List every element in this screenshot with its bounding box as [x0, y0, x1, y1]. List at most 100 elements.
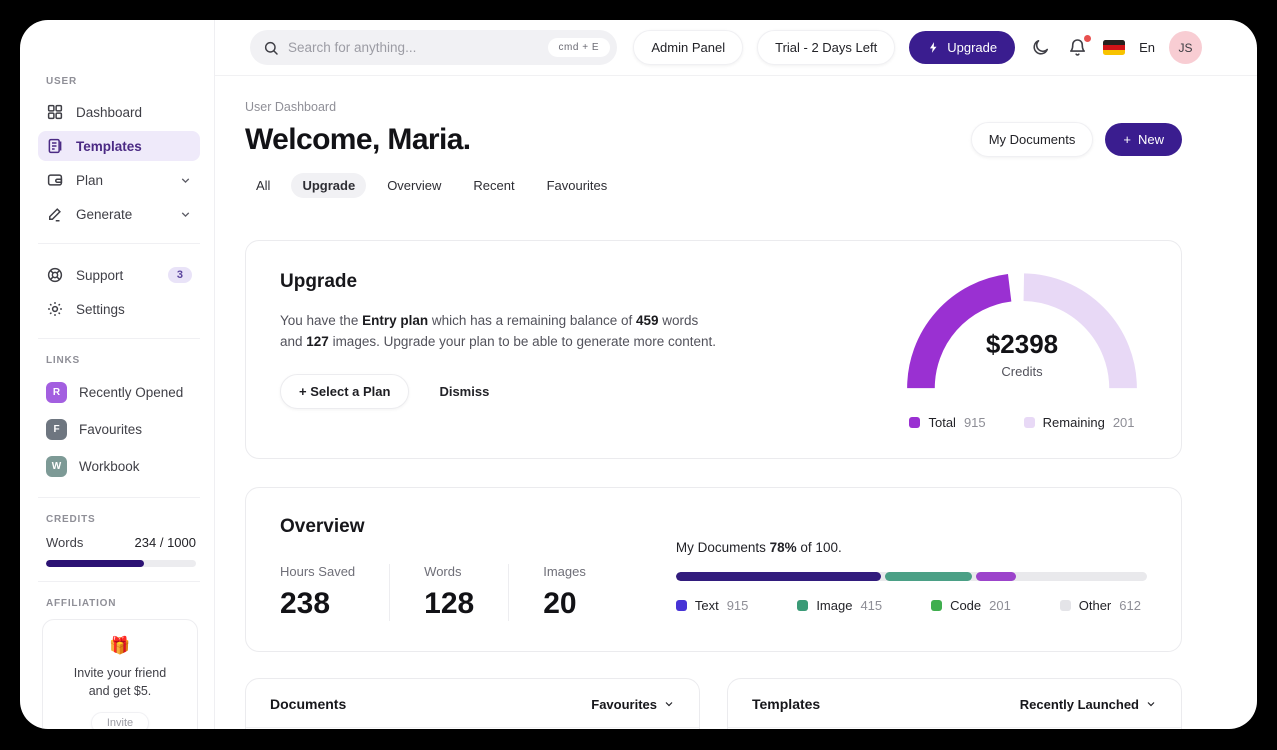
- sidebar-section-credits: CREDITS: [46, 514, 96, 525]
- tab-all[interactable]: All: [256, 178, 271, 193]
- upgrade-card-actions: + Select a Plan Dismiss: [280, 373, 720, 409]
- sidebar: USER Dashboard Templates Plan Generate S…: [20, 20, 215, 729]
- templates-card-title: Templates: [752, 696, 821, 712]
- overview-card: Overview Hours Saved 238 Words 128 Image…: [245, 487, 1182, 652]
- sidebar-section-affiliation: AFFILIATION: [46, 598, 117, 609]
- sidebar-item-label: Plan: [76, 172, 104, 188]
- legend-swatch: [909, 417, 921, 428]
- new-button[interactable]: + New: [1105, 123, 1182, 156]
- sidebar-item-generate[interactable]: Generate: [42, 199, 200, 229]
- templates-document-icon: [48, 138, 62, 154]
- admin-panel-button[interactable]: Admin Panel: [633, 30, 744, 65]
- template-list-item[interactable]: Blog Post Title in Workbook: [728, 728, 1181, 729]
- german-flag-icon[interactable]: [1103, 40, 1126, 55]
- sidebar-item-settings[interactable]: Settings: [42, 294, 200, 324]
- document-list-item[interactable]: Untitled Document in Workbook: [246, 728, 699, 729]
- sidebar-item-plan[interactable]: Plan: [42, 165, 200, 195]
- pencil-icon: [49, 208, 61, 222]
- sidebar-item-label: Favourites: [79, 422, 143, 437]
- credits-gauge-block: $2398 Credits Total 915 Remaining: [897, 271, 1147, 430]
- search-bar[interactable]: cmd + E: [250, 30, 617, 65]
- my-documents-button[interactable]: My Documents: [970, 122, 1094, 157]
- page-header-row: Welcome, Maria. My Documents + New: [245, 122, 1182, 157]
- header-actions: My Documents + New: [970, 122, 1182, 157]
- legend-item-code: Code 201: [931, 598, 1011, 613]
- language-label[interactable]: En: [1139, 40, 1155, 55]
- upgrade-card-body: You have the Entry plan which has a rema…: [280, 313, 717, 350]
- half-donut-chart: [907, 273, 1137, 389]
- gear-icon: [48, 302, 62, 316]
- stat-images: Images 20: [508, 564, 620, 621]
- stat-words: Words 128: [389, 564, 508, 621]
- stat-hours-saved: Hours Saved 238: [280, 564, 356, 620]
- sidebar-item-label: Settings: [76, 301, 125, 317]
- wallet-icon: [47, 174, 63, 186]
- plus-icon: +: [1123, 132, 1131, 147]
- app-window: USER Dashboard Templates Plan Generate S…: [20, 20, 1257, 729]
- words-remaining-value: 459: [635, 313, 659, 328]
- documents-progress-legend: Text 915 Image 415 Code 201: [675, 598, 1147, 613]
- sidebar-link-workbook[interactable]: W Workbook: [42, 450, 200, 483]
- tab-recent[interactable]: Recent: [473, 178, 515, 193]
- overview-stats-block: Overview Hours Saved 238 Words 128 Image…: [280, 516, 620, 621]
- support-count-badge: 3: [167, 267, 192, 283]
- documents-progress-bar: [675, 572, 1147, 581]
- invite-button[interactable]: Invite: [90, 712, 150, 729]
- sidebar-item-label: Dashboard: [76, 104, 143, 120]
- legend-item-text: Text 915: [675, 598, 748, 613]
- gauge-value: $2398: [985, 329, 1059, 359]
- user-avatar[interactable]: JS: [1169, 31, 1202, 64]
- documents-card-header: Documents Favourites: [246, 679, 699, 728]
- credits-progress-fill: [46, 560, 144, 567]
- legend-item-total: Total 915: [909, 415, 986, 430]
- gauge-label: Credits: [1001, 364, 1043, 379]
- plus-icon: +: [299, 383, 307, 399]
- link-initial-badge: W: [46, 456, 67, 477]
- gauge-center: $2398 Credits: [905, 329, 1139, 379]
- templates-filter-dropdown[interactable]: Recently Launched: [1020, 697, 1157, 712]
- documents-progress-block: My Documents 78% of 100. Text 915 Image …: [675, 516, 1147, 621]
- sidebar-item-dashboard[interactable]: Dashboard: [42, 97, 200, 127]
- notifications-button[interactable]: [1066, 35, 1092, 59]
- sidebar-item-templates[interactable]: Templates: [38, 131, 200, 161]
- documents-filter-dropdown[interactable]: Favourites: [591, 697, 675, 712]
- link-initial-badge: F: [46, 419, 67, 440]
- topbar: cmd + E Admin Panel Trial - 2 Days Left …: [215, 20, 1257, 76]
- tab-upgrade[interactable]: Upgrade: [291, 173, 367, 198]
- sidebar-divider: [38, 243, 200, 244]
- search-input[interactable]: [288, 40, 539, 55]
- progress-percent: 78%: [769, 540, 797, 555]
- search-icon: [264, 41, 278, 55]
- breadcrumb: User Dashboard: [245, 100, 337, 114]
- select-plan-button[interactable]: + Select a Plan: [280, 373, 410, 409]
- documents-card: Documents Favourites Untitled Document i…: [245, 678, 700, 729]
- upgrade-card-left: Upgrade You have the Entry plan which ha…: [280, 271, 720, 430]
- chevron-down-icon: [665, 702, 673, 707]
- notification-dot: [1084, 35, 1092, 42]
- gauge-segment-total: [907, 274, 1012, 389]
- documents-card-title: Documents: [270, 696, 347, 712]
- trial-badge-button[interactable]: Trial - 2 Days Left: [757, 30, 896, 65]
- sidebar-item-support[interactable]: Support 3: [42, 260, 200, 290]
- tab-overview[interactable]: Overview: [387, 178, 442, 193]
- tab-favourites[interactable]: Favourites: [546, 178, 608, 193]
- dismiss-button[interactable]: Dismiss: [439, 383, 490, 399]
- sidebar-divider: [38, 497, 200, 498]
- sidebar-section-links: LINKS: [46, 355, 80, 366]
- gauge-segment-remaining: [1023, 273, 1137, 389]
- upgrade-button[interactable]: Upgrade: [909, 31, 1016, 64]
- bell-icon: [1070, 39, 1086, 56]
- sidebar-link-recently-opened[interactable]: R Recently Opened: [42, 376, 200, 409]
- legend-item-remaining: Remaining 201: [1023, 415, 1135, 430]
- chevron-down-icon: [1147, 702, 1155, 707]
- topbar-actions: Admin Panel Trial - 2 Days Left Upgrade …: [633, 30, 1202, 65]
- overview-stats: Hours Saved 238 Words 128 Images 20: [280, 564, 620, 621]
- sidebar-item-label: Workbook: [79, 459, 140, 474]
- dark-mode-toggle[interactable]: [1029, 36, 1052, 59]
- credits-words-value: 234 / 1000: [134, 535, 196, 550]
- gift-icon: 🎁: [109, 636, 131, 655]
- dashboard-grid-icon: [47, 104, 63, 120]
- main-area: cmd + E Admin Panel Trial - 2 Days Left …: [215, 20, 1257, 729]
- sidebar-link-favourites[interactable]: F Favourites: [42, 413, 200, 446]
- credits-words-row: Words 234 / 1000: [46, 535, 196, 550]
